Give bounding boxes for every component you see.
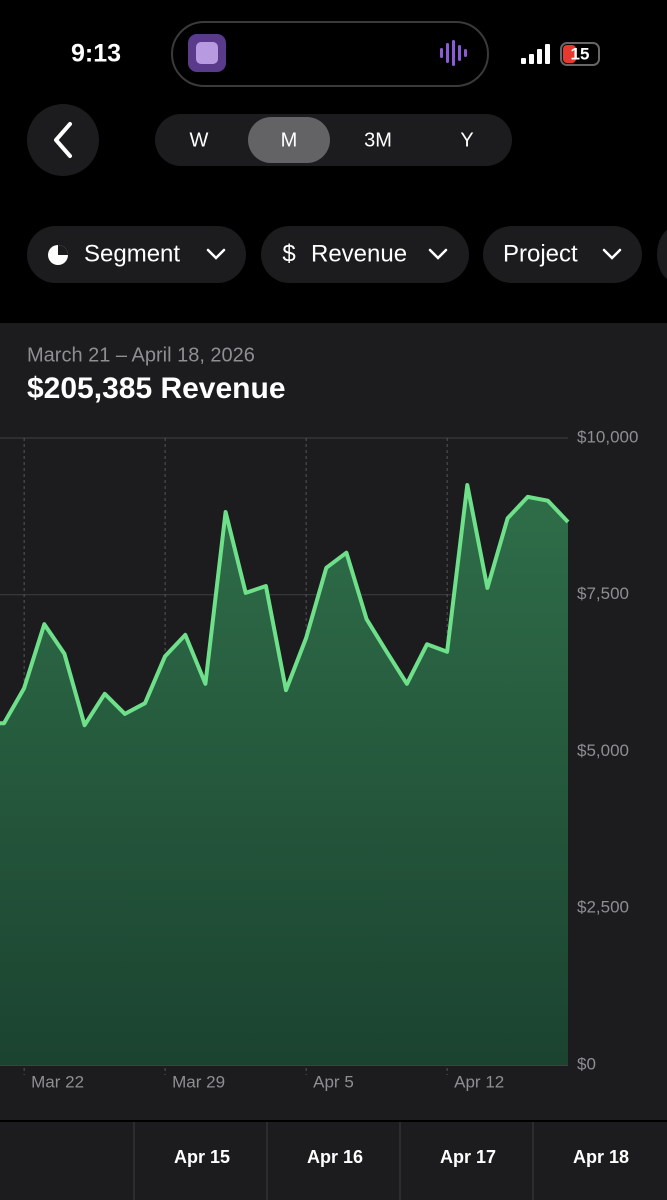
project-pill[interactable]	[483, 226, 642, 283]
y-tick-label: $2,500	[577, 898, 629, 917]
revenue-pill[interactable]	[261, 226, 469, 283]
revenue-label: Revenue	[311, 240, 407, 267]
dynamic-island	[171, 21, 489, 87]
day-label[interactable]: Apr 15	[174, 1147, 230, 1167]
project-label: Project	[503, 240, 578, 267]
y-tick-label: $5,000	[577, 741, 629, 760]
tab-label[interactable]: Y	[460, 129, 473, 151]
battery-level	[563, 45, 576, 63]
revenue-icon: $	[282, 240, 295, 267]
tab-label[interactable]: 3M	[364, 129, 392, 151]
day-strip	[0, 1122, 667, 1200]
chevron-down	[206, 248, 226, 260]
y-tick-label: $0	[577, 1054, 596, 1073]
more-pill[interactable]	[657, 226, 667, 283]
pie-icon-slice	[58, 245, 68, 255]
chart-subtitle: March 21 – April 18, 2026	[27, 344, 255, 366]
line	[0, 483, 570, 728]
y-tick-label: $10,000	[577, 427, 638, 446]
y-tick-label: $7,500	[577, 584, 629, 603]
period-tabs	[155, 114, 512, 166]
tab-label[interactable]: M	[281, 129, 298, 151]
day-label[interactable]: Apr 16	[307, 1147, 363, 1167]
day-label[interactable]: Apr 17	[440, 1147, 496, 1167]
back-button[interactable]	[27, 104, 99, 176]
chevron-down	[428, 248, 448, 260]
back-chevron	[54, 122, 72, 158]
x-tick-label: Apr 5	[313, 1072, 354, 1091]
segment-label: Segment	[84, 240, 180, 267]
chevron-down	[602, 248, 622, 260]
x-tick-label: Mar 22	[31, 1072, 84, 1091]
segment-pill[interactable]	[27, 226, 246, 283]
battery-text: 15	[571, 44, 590, 63]
day-label[interactable]: Apr 18	[573, 1147, 629, 1167]
x-tick-label: Apr 12	[454, 1072, 504, 1091]
audio-wave	[440, 40, 467, 66]
status-time: 9:13	[71, 40, 121, 68]
x-tick-label: Mar 29	[172, 1072, 225, 1091]
area	[0, 485, 568, 1065]
app-icon-inner	[196, 42, 218, 64]
tab-label[interactable]: W	[190, 129, 209, 151]
signal	[521, 44, 550, 64]
tab-selected[interactable]	[248, 117, 330, 163]
chart-title: $205,385 Revenue	[27, 372, 286, 405]
battery-frame	[560, 42, 600, 66]
